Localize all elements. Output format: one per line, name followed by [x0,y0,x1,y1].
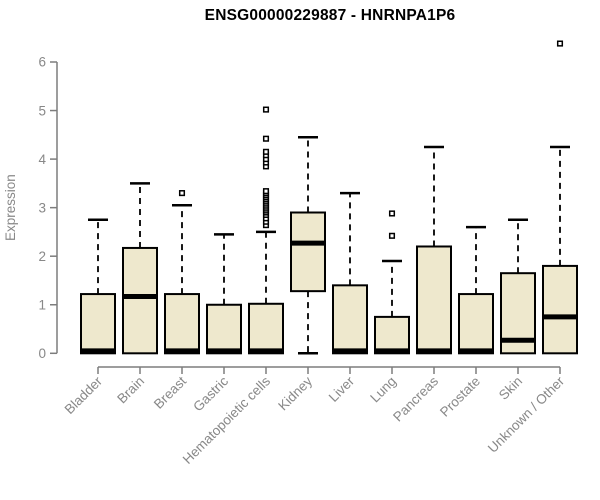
y-tick-label-3: 3 [38,200,46,215]
outlier-lung-1 [388,210,396,217]
outlier-hematopoietic-cells-15 [262,188,270,195]
x-tick-label-kidney: Kidney [275,373,315,413]
box-brain [122,246,158,355]
x-tick-label-gastric: Gastric [190,373,231,414]
box-unknown-other [542,264,578,355]
x-tick-label-prostate: Prostate [437,374,483,420]
x-tick-label-lung: Lung [367,374,399,406]
outlier-hematopoietic-cells-20 [262,148,270,155]
box-bladder [80,293,116,355]
x-tick-label-breast: Breast [151,373,189,411]
y-axis-title: Expression [3,174,18,241]
box-hematopoietic-cells [248,302,284,355]
outlier-hematopoietic-cells-21 [262,135,270,142]
box-gastric [206,303,242,355]
box-pancreas [416,245,452,355]
y-tick-label-6: 6 [38,55,46,70]
box-breast [164,293,200,355]
x-tick-label-pancreas: Pancreas [390,373,441,424]
chart-title: ENSG00000229887 - HNRNPA1P6 [204,7,456,24]
box-kidney [290,211,326,293]
box-prostate [458,293,494,355]
outlier-lung-0 [388,232,396,239]
box-lung [374,315,410,355]
box-liver [332,284,368,355]
outlier-breast-0 [178,190,186,197]
x-tick-label-liver: Liver [326,373,358,405]
y-tick-label-1: 1 [38,297,46,312]
y-tick-label-4: 4 [38,152,46,167]
y-tick-label-0: 0 [38,346,46,361]
outlier-unknown-other-0 [556,40,564,47]
y-tick-label-5: 5 [38,103,46,118]
outlier-hematopoietic-cells-22 [262,106,270,113]
x-tick-label-unknown-other: Unknown / Other [485,373,568,456]
x-tick-label-brain: Brain [114,374,147,407]
x-tick-label-bladder: Bladder [62,373,106,417]
y-tick-label-2: 2 [38,249,46,264]
x-tick-label-skin: Skin [496,374,525,403]
